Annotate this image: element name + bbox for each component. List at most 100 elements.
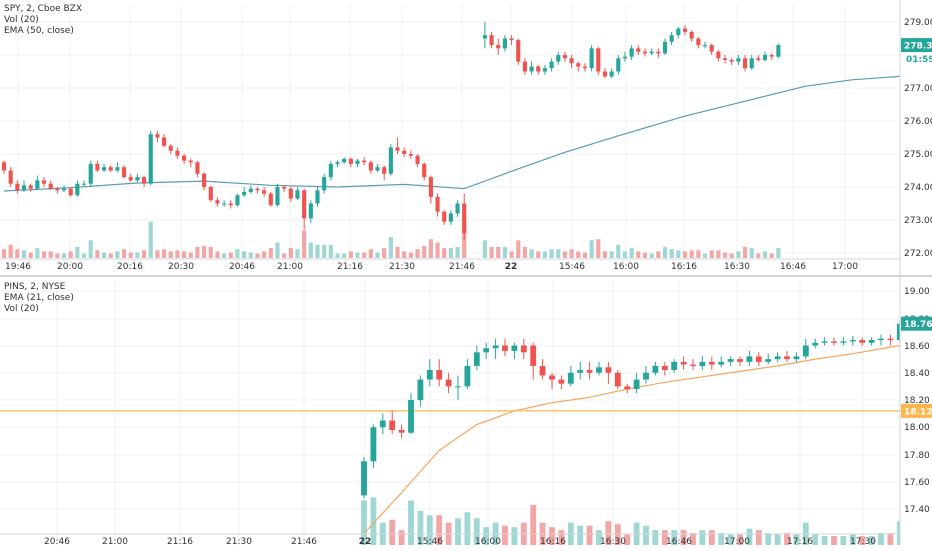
candle-body — [718, 361, 725, 365]
candle-body — [483, 348, 490, 353]
volume-bar — [417, 510, 424, 545]
candle-body — [676, 28, 681, 36]
candle — [690, 359, 696, 371]
volume-bar — [776, 248, 781, 258]
volume-bar — [562, 251, 568, 258]
candle-body — [61, 188, 67, 191]
candle — [589, 45, 594, 72]
volume-bar — [455, 518, 461, 545]
candle — [288, 187, 293, 202]
volume-bar — [542, 251, 547, 258]
candle-body — [776, 45, 781, 57]
last-price-tag — [901, 38, 932, 53]
time-tick-label: 17:00 — [724, 537, 750, 547]
volume-bar — [511, 527, 518, 545]
top-legend: SPY, 2, Cboe BZX Vol (20) EMA (50, close… — [4, 4, 82, 37]
candle-body — [709, 45, 714, 52]
candle — [821, 337, 828, 346]
volume-bar — [255, 253, 260, 258]
volume-bar — [680, 530, 687, 545]
candle-body — [370, 427, 377, 462]
candle — [370, 424, 377, 469]
candle-body — [680, 361, 687, 365]
candle-body — [235, 195, 240, 206]
candle — [61, 185, 67, 192]
price-tick-label: 275.00 — [904, 150, 932, 160]
candle — [315, 187, 320, 207]
candle — [586, 361, 593, 380]
ema-line — [3, 74, 912, 192]
candle — [195, 160, 200, 178]
volume-bar — [35, 248, 40, 258]
candle-body — [168, 145, 173, 151]
candle-body — [746, 356, 753, 362]
volume-bar — [415, 249, 420, 258]
volume-bar — [436, 515, 443, 545]
candle-body — [887, 338, 894, 341]
candle — [784, 350, 790, 362]
candle-body — [308, 203, 313, 219]
candle-body — [539, 365, 546, 376]
candle-body — [596, 48, 601, 72]
candle-body — [840, 341, 847, 343]
candle-body — [616, 58, 621, 72]
volume-bar — [577, 525, 584, 545]
candle — [812, 338, 819, 349]
candle — [375, 163, 380, 173]
candle-body — [649, 51, 654, 54]
volume-bar — [671, 530, 678, 545]
volume-bar — [774, 534, 781, 545]
candle — [602, 68, 608, 79]
candle-body — [48, 183, 53, 189]
candle-body — [690, 364, 696, 366]
candle — [793, 352, 800, 362]
volume-bar — [622, 251, 628, 258]
candle — [148, 130, 153, 186]
top-legend-volume: Vol (20) — [4, 15, 39, 25]
volume-bar — [690, 533, 696, 545]
time-tick-label: 21:46 — [291, 537, 317, 547]
volume-bar — [288, 248, 293, 258]
time-tick-label: 17:00 — [832, 262, 858, 272]
candle — [228, 200, 233, 209]
volume-bar — [727, 534, 734, 545]
candle-body — [455, 386, 461, 388]
candle — [208, 185, 213, 202]
volume-bar — [61, 253, 67, 258]
candle-body — [175, 150, 180, 156]
candle-body — [614, 372, 621, 387]
candle-body — [769, 55, 774, 57]
candle — [155, 130, 160, 143]
candle-body — [315, 190, 320, 204]
candle — [652, 361, 659, 376]
candle — [709, 43, 714, 55]
candle — [8, 167, 13, 187]
volume-bar — [108, 253, 113, 258]
candle — [448, 210, 453, 225]
candle — [128, 173, 133, 183]
time-tick-label: 16:30 — [600, 537, 626, 547]
volume-bar — [41, 251, 47, 258]
candle-body — [81, 183, 87, 185]
volume-bar — [395, 246, 400, 258]
candle — [415, 154, 420, 168]
candle-body — [549, 375, 555, 380]
candle-body — [142, 177, 147, 184]
volume-bar — [1, 249, 7, 258]
candle-body — [255, 188, 260, 191]
volume-bar — [361, 500, 367, 545]
volume-bar — [375, 252, 380, 258]
candle-body — [496, 45, 501, 49]
volume-bar — [88, 240, 93, 258]
candle — [462, 193, 467, 240]
candle — [636, 45, 641, 55]
candle-body — [774, 356, 781, 360]
candle — [622, 51, 628, 62]
candle-body — [1, 162, 7, 171]
candle-body — [288, 188, 293, 199]
volume-bar — [68, 251, 73, 258]
volume-bar — [502, 246, 507, 258]
candle-body — [108, 167, 113, 171]
candle-body — [652, 365, 659, 373]
